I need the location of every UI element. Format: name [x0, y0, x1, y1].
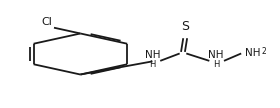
- Text: S: S: [181, 21, 189, 33]
- Text: 2: 2: [262, 47, 266, 56]
- Text: Cl: Cl: [42, 17, 53, 27]
- Text: H: H: [149, 60, 156, 69]
- Text: NH: NH: [245, 48, 261, 58]
- Text: NH: NH: [145, 50, 160, 60]
- Text: NH: NH: [209, 50, 224, 60]
- Text: H: H: [213, 60, 220, 69]
